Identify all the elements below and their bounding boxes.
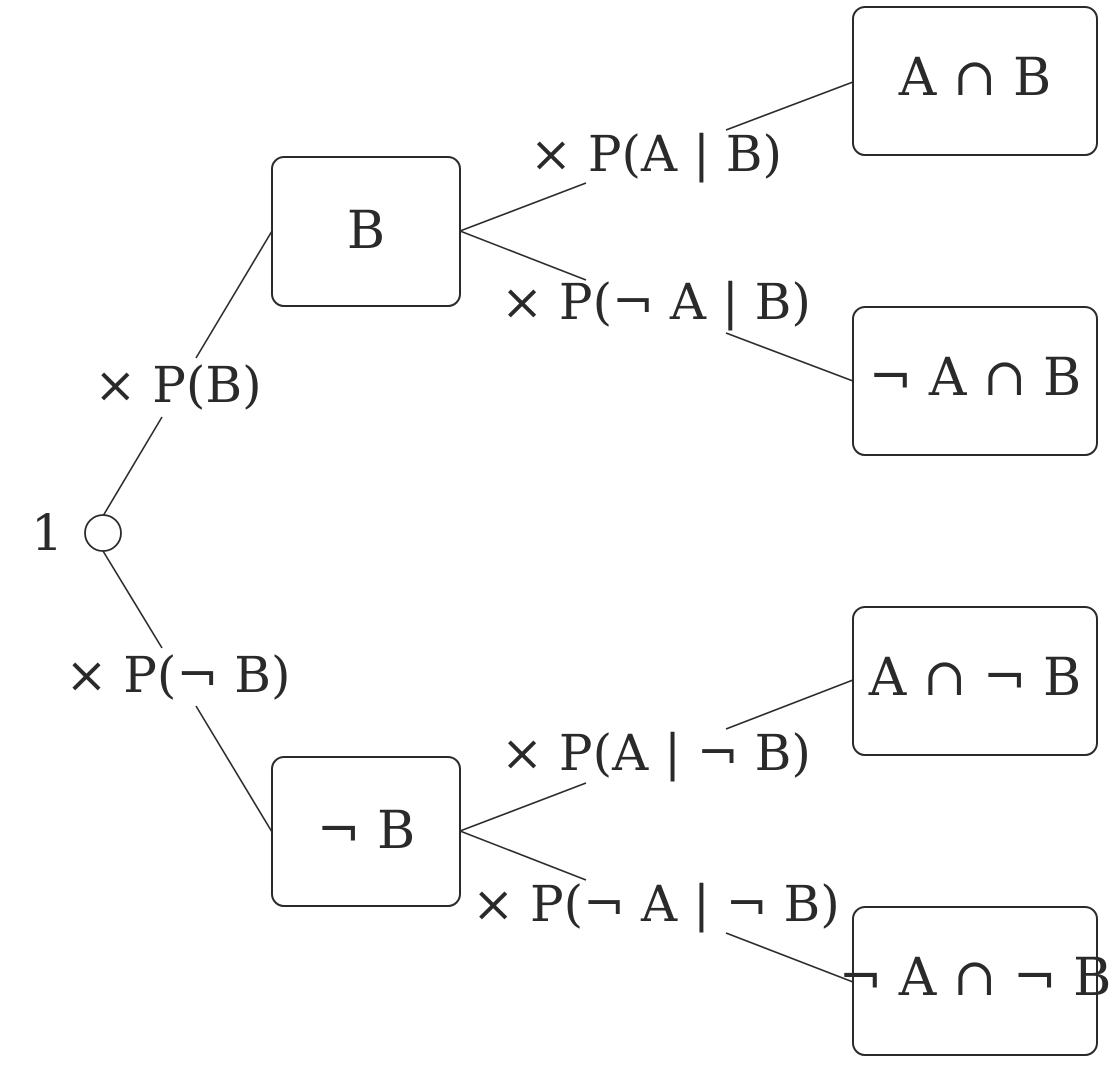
- edge-labels: × P(B) × P(¬ B) × P(A | B) × P(¬ A | B) …: [66, 125, 840, 933]
- node-not-b-label: ¬ B: [317, 801, 415, 861]
- edge-root-to-b-upper: [195, 230, 273, 359]
- node-b-label: B: [347, 201, 385, 261]
- node-not-a-and-b-box: [852, 306, 1098, 456]
- edge-b-to-not-a-and-b-left: [459, 230, 587, 281]
- edge-b-to-not-a-and-b-right: [725, 332, 854, 382]
- edge-not-b-to-not-a-and-not-b-right: [725, 932, 854, 983]
- edge-label-root-to-not-b: × P(¬ B): [66, 646, 291, 704]
- node-a-and-b: A ∩ B: [852, 6, 1098, 156]
- node-a-and-not-b-box: [852, 606, 1098, 756]
- edge-not-b-to-a-and-not-b-right: [725, 679, 854, 730]
- node-a-and-not-b: A ∩ ¬ B: [852, 606, 1098, 756]
- node-not-a-and-not-b: ¬ A ∩ ¬ B: [839, 906, 1112, 1056]
- root-node: 1: [31, 504, 122, 562]
- edge-b-to-a-and-b-right: [725, 81, 854, 131]
- node-a-and-b-label: A ∩ B: [898, 48, 1051, 108]
- node-not-a-and-not-b-label: ¬ A ∩ ¬ B: [839, 948, 1112, 1008]
- edge-label-b-to-a-and-b: × P(A | B): [530, 125, 782, 183]
- edge-label-not-b-to-a-and-not-b: × P(A | ¬ B): [501, 724, 811, 782]
- root-label: 1: [31, 504, 63, 562]
- edge-root-to-b-lower: [102, 416, 163, 517]
- node-not-a-and-b: ¬ A ∩ B: [852, 306, 1098, 456]
- node-b: B: [271, 156, 461, 307]
- edge-not-b-to-a-and-not-b-left: [459, 782, 587, 832]
- edge-label-not-b-to-not-a-and-not-b: × P(¬ A | ¬ B): [472, 875, 840, 933]
- root-circle: [84, 514, 122, 552]
- tree-edges: [102, 81, 854, 983]
- edge-label-b-to-not-a-and-b: × P(¬ A | B): [501, 273, 811, 331]
- edge-not-b-to-not-a-and-not-b-left: [459, 830, 587, 881]
- node-not-b-box: [271, 756, 461, 907]
- node-not-a-and-b-label: ¬ A ∩ B: [869, 348, 1082, 408]
- edge-b-to-a-and-b-left: [459, 182, 587, 232]
- node-not-a-and-not-b-box: [852, 906, 1098, 1056]
- node-a-and-not-b-label: A ∩ ¬ B: [868, 648, 1082, 708]
- edge-root-to-not-b-lower: [195, 705, 273, 833]
- node-not-b: ¬ B: [271, 756, 461, 907]
- node-b-box: [271, 156, 461, 307]
- edge-root-to-not-b-upper: [102, 550, 163, 649]
- node-a-and-b-box: [852, 6, 1098, 156]
- edge-label-root-to-b: × P(B): [94, 356, 261, 414]
